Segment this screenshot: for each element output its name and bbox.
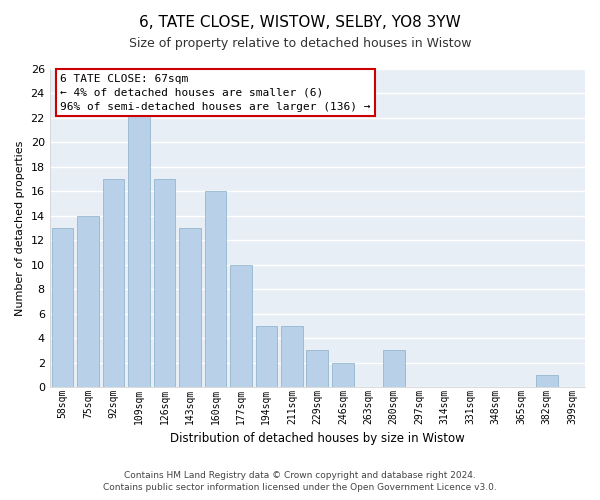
Bar <box>256 326 277 387</box>
Bar <box>281 326 302 387</box>
Bar <box>332 362 353 387</box>
Bar <box>128 106 150 387</box>
Text: 6 TATE CLOSE: 67sqm
← 4% of detached houses are smaller (6)
96% of semi-detached: 6 TATE CLOSE: 67sqm ← 4% of detached hou… <box>61 74 371 112</box>
Y-axis label: Number of detached properties: Number of detached properties <box>15 140 25 316</box>
Bar <box>205 192 226 387</box>
Bar <box>536 375 557 387</box>
Bar <box>230 264 251 387</box>
Bar <box>307 350 328 387</box>
X-axis label: Distribution of detached houses by size in Wistow: Distribution of detached houses by size … <box>170 432 465 445</box>
Bar <box>179 228 201 387</box>
Text: Contains HM Land Registry data © Crown copyright and database right 2024.
Contai: Contains HM Land Registry data © Crown c… <box>103 471 497 492</box>
Bar <box>52 228 73 387</box>
Text: 6, TATE CLOSE, WISTOW, SELBY, YO8 3YW: 6, TATE CLOSE, WISTOW, SELBY, YO8 3YW <box>139 15 461 30</box>
Bar <box>383 350 404 387</box>
Text: Size of property relative to detached houses in Wistow: Size of property relative to detached ho… <box>129 38 471 51</box>
Bar <box>154 179 175 387</box>
Bar <box>103 179 124 387</box>
Bar <box>77 216 99 387</box>
